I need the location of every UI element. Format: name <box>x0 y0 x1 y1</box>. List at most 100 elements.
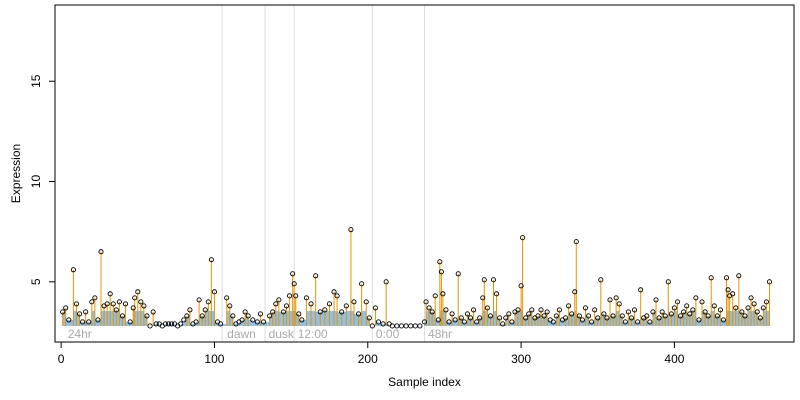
band-segment <box>518 310 522 326</box>
data-point <box>553 313 559 319</box>
data-point <box>490 277 497 283</box>
band-segment <box>110 310 114 326</box>
band-segment <box>97 319 101 326</box>
data-point <box>544 309 550 315</box>
data-point <box>193 319 199 325</box>
band-segment <box>119 315 123 326</box>
data-point <box>351 299 357 305</box>
band-segment <box>496 317 500 326</box>
band-segment <box>695 319 699 326</box>
data-point <box>656 315 662 321</box>
data-point <box>313 273 319 279</box>
band-segment <box>594 317 598 326</box>
data-point <box>696 317 702 323</box>
band-segment <box>298 319 302 326</box>
data-point <box>717 307 723 313</box>
band-segment <box>438 319 440 326</box>
x-axis-title: Sample index <box>388 375 461 389</box>
band-segment <box>760 317 764 326</box>
data-point <box>647 319 653 325</box>
band-segment <box>100 310 105 326</box>
data-point <box>631 307 638 313</box>
band-segment <box>585 315 589 326</box>
data-point <box>650 309 656 315</box>
data-point <box>529 307 535 313</box>
data-point <box>461 319 467 325</box>
data-point <box>196 297 202 303</box>
band-segment <box>295 313 299 326</box>
data-point <box>132 295 138 301</box>
data-point <box>150 309 156 315</box>
band-segment <box>226 310 230 326</box>
data-point <box>674 299 681 305</box>
data-point <box>556 307 562 313</box>
band-segment <box>205 310 209 326</box>
data-point <box>474 319 480 325</box>
band-segment <box>245 315 249 326</box>
band-segment <box>556 315 560 326</box>
band-segment <box>729 310 733 326</box>
band-segment <box>757 317 761 326</box>
data-point <box>638 287 644 293</box>
data-point <box>92 295 98 301</box>
data-point <box>644 313 650 319</box>
band-segment <box>738 311 742 326</box>
band-segment <box>717 315 721 326</box>
band-segment <box>294 310 296 326</box>
band-segment <box>493 310 497 326</box>
band-segment <box>521 310 523 326</box>
data-point <box>178 321 184 327</box>
band-segment <box>186 315 190 326</box>
band-segment <box>441 310 443 326</box>
band-segment <box>272 311 276 326</box>
data-point <box>60 309 66 315</box>
band-segment <box>487 315 491 326</box>
band-segment <box>361 310 367 326</box>
data-point <box>165 321 172 327</box>
data-point <box>665 279 671 285</box>
data-point <box>113 307 119 313</box>
band-segment <box>482 310 485 326</box>
phase-separators <box>221 5 425 342</box>
band-segment <box>659 317 663 326</box>
data-point <box>205 299 211 305</box>
data-point <box>239 317 245 323</box>
band-segment <box>528 313 532 326</box>
band-segment <box>275 310 279 326</box>
band-segment <box>455 319 459 326</box>
band-segment <box>680 315 684 326</box>
band-segment <box>350 310 354 326</box>
x-tick-label: 0 <box>58 352 65 366</box>
band-segment <box>656 317 660 326</box>
phase-label: 0:00 <box>376 327 400 341</box>
data-point <box>500 321 506 327</box>
band-segment <box>76 313 80 326</box>
data-point <box>122 301 129 307</box>
data-point <box>245 313 251 319</box>
band-segment <box>574 310 577 326</box>
data-point <box>520 235 526 241</box>
data-point <box>458 315 464 321</box>
data-point <box>429 309 435 315</box>
data-point <box>168 321 175 327</box>
band-segment <box>334 310 338 326</box>
data-point <box>293 293 299 299</box>
data-point <box>754 309 760 315</box>
band-segment <box>429 311 433 326</box>
data-point <box>291 281 297 287</box>
band-segment <box>631 317 635 326</box>
band-segment <box>565 317 569 326</box>
band-segment <box>571 313 575 326</box>
band-segment <box>652 311 657 326</box>
band-segment <box>726 310 729 326</box>
data-point <box>423 299 429 305</box>
band-segment <box>766 310 770 326</box>
data-point <box>506 311 512 317</box>
data-point <box>211 289 218 295</box>
data-point <box>375 319 382 325</box>
band-segment <box>73 310 77 326</box>
band-segment <box>113 310 117 326</box>
data-point <box>538 307 544 313</box>
data-point <box>563 315 569 321</box>
point-layer <box>60 227 773 329</box>
